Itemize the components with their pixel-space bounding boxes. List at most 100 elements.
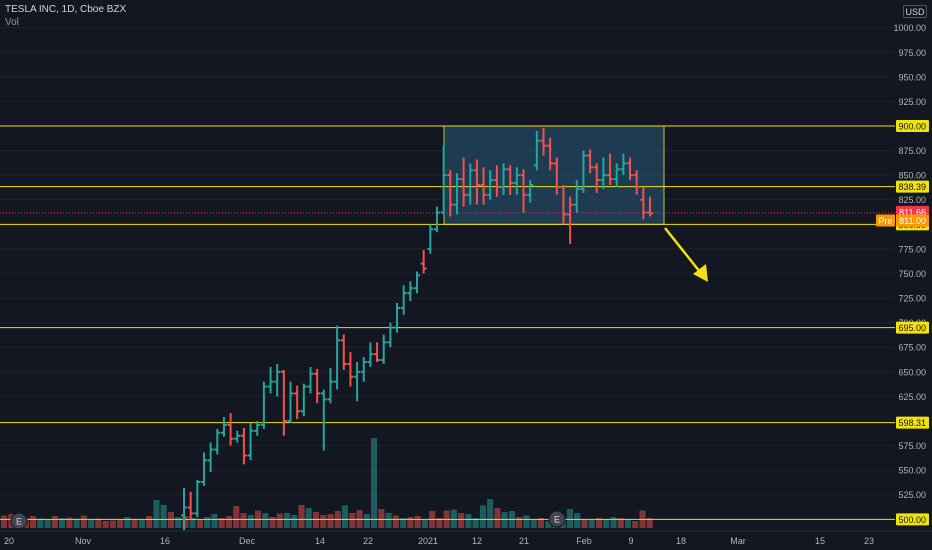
ohlc-bar bbox=[407, 281, 414, 302]
current-price-badge: 811.00 Pre bbox=[876, 214, 929, 227]
volume-bar bbox=[175, 517, 182, 528]
ohlc-bar bbox=[533, 130, 540, 171]
ohlc-bar bbox=[540, 127, 547, 156]
ohlc-bar bbox=[467, 163, 474, 205]
volume-bar bbox=[617, 518, 624, 528]
down-arrow-drawing[interactable] bbox=[664, 227, 708, 282]
time-tick-label: 15 bbox=[815, 536, 825, 546]
price-tick-label: 625.00 bbox=[898, 392, 926, 402]
price-tick-label: 775.00 bbox=[898, 244, 926, 254]
ohlc-bar bbox=[647, 196, 653, 217]
current-price-label: 811.66 bbox=[899, 207, 926, 217]
volume-bar bbox=[131, 519, 138, 528]
ohlc-bar bbox=[187, 491, 194, 520]
time-tick-label: 22 bbox=[363, 536, 373, 546]
time-tick-label: 21 bbox=[519, 536, 529, 546]
volume-bar bbox=[501, 512, 508, 528]
volume-bar bbox=[545, 521, 552, 528]
volume-bar bbox=[363, 514, 370, 528]
price-tick-label: 650.00 bbox=[898, 367, 926, 377]
volume-bar bbox=[182, 516, 189, 528]
volume-label[interactable]: Vol bbox=[5, 17, 19, 28]
ohlc-bar bbox=[287, 381, 294, 423]
volume-bar bbox=[385, 513, 392, 528]
ohlc-bar bbox=[374, 342, 381, 362]
ohlc-bar bbox=[447, 170, 454, 217]
price-tick-label: 875.00 bbox=[898, 146, 926, 156]
volume-bar bbox=[247, 515, 254, 528]
ohlc-bar bbox=[200, 452, 207, 486]
ohlc-bar bbox=[613, 163, 620, 187]
ohlc-bar bbox=[274, 363, 281, 397]
price-badges: 900.00838.39800.00695.00598.31500.00811.… bbox=[876, 120, 929, 526]
ohlc-bar bbox=[560, 184, 567, 225]
ohlc-bar bbox=[627, 157, 634, 181]
svg-text:E: E bbox=[554, 515, 560, 525]
volume-bar bbox=[196, 520, 203, 528]
volume-bar bbox=[378, 509, 385, 528]
price-tick-label: 725.00 bbox=[898, 294, 926, 304]
ohlc-bar bbox=[473, 159, 480, 205]
premarket-tag bbox=[876, 214, 895, 227]
symbol-title[interactable]: TESLA INC, 1D, Cboe BZX bbox=[5, 4, 127, 15]
ohlc-bar bbox=[380, 334, 387, 364]
ohlc-bar bbox=[347, 352, 354, 387]
ohlc-bar bbox=[260, 381, 267, 429]
ohlc-bar bbox=[420, 249, 427, 274]
time-tick-label: Mar bbox=[730, 536, 746, 546]
volume-bar bbox=[298, 505, 305, 528]
ohlc-bar bbox=[181, 487, 187, 531]
ohlc-bar bbox=[247, 422, 254, 461]
volume-bar bbox=[450, 509, 457, 528]
time-tick-label: 23 bbox=[864, 536, 874, 546]
volume-bar bbox=[487, 499, 494, 528]
volume-bar bbox=[581, 519, 588, 528]
ohlc-bar bbox=[587, 149, 594, 174]
price-tick-label: 850.00 bbox=[898, 171, 926, 181]
volume-bar bbox=[320, 515, 327, 528]
volume-bar bbox=[291, 515, 298, 528]
volume-bar bbox=[523, 515, 530, 528]
currency-badge[interactable]: USD bbox=[903, 5, 927, 18]
volume-bar bbox=[603, 519, 610, 528]
ohlc-bar bbox=[360, 357, 367, 382]
volume-bar bbox=[479, 505, 486, 528]
level-price-badge: 838.39 bbox=[896, 180, 929, 193]
earnings-markers[interactable]: E E bbox=[10, 510, 566, 530]
volume-bar bbox=[88, 519, 95, 528]
price-tick-label: 550.00 bbox=[898, 466, 926, 476]
volume-bar bbox=[284, 513, 291, 528]
level-price-label: 500.00 bbox=[898, 515, 926, 525]
ohlc-bar bbox=[400, 285, 407, 315]
volume-bar bbox=[233, 506, 240, 528]
consolidation-box[interactable] bbox=[443, 125, 665, 225]
volume-bar bbox=[59, 518, 66, 528]
ohlc-bar bbox=[227, 413, 234, 446]
volume-bar bbox=[51, 516, 58, 528]
ohlc-bar bbox=[387, 322, 394, 348]
volume-bar bbox=[37, 518, 44, 528]
ohlc-bar bbox=[640, 186, 647, 220]
ohlc-bar bbox=[340, 334, 347, 370]
time-axis[interactable]: 20 Nov 16 Dec 14 22 2021 12 21 Feb 9 18 Mar 15 23 bbox=[0, 530, 932, 546]
volume-bar bbox=[516, 517, 523, 528]
ohlc-bar bbox=[607, 153, 614, 185]
volume-bar bbox=[189, 518, 196, 528]
ohlc-bar bbox=[394, 302, 401, 333]
ohlc-bar bbox=[453, 173, 460, 215]
volume-bar bbox=[44, 519, 51, 528]
volume-bar bbox=[574, 513, 581, 528]
earnings-icon[interactable]: E bbox=[10, 512, 28, 530]
earnings-icon[interactable]: E bbox=[548, 510, 566, 528]
premarket-tag-label: Pre bbox=[878, 216, 892, 226]
volume-bar bbox=[566, 509, 573, 528]
ohlc-bar bbox=[520, 169, 527, 213]
ohlc-bar bbox=[500, 163, 507, 195]
ohlc-bar bbox=[460, 157, 467, 207]
volume-bar bbox=[211, 514, 218, 528]
ohlc-bar bbox=[493, 165, 500, 197]
volume-bar bbox=[530, 519, 537, 528]
horizontal-levels[interactable] bbox=[0, 125, 895, 520]
